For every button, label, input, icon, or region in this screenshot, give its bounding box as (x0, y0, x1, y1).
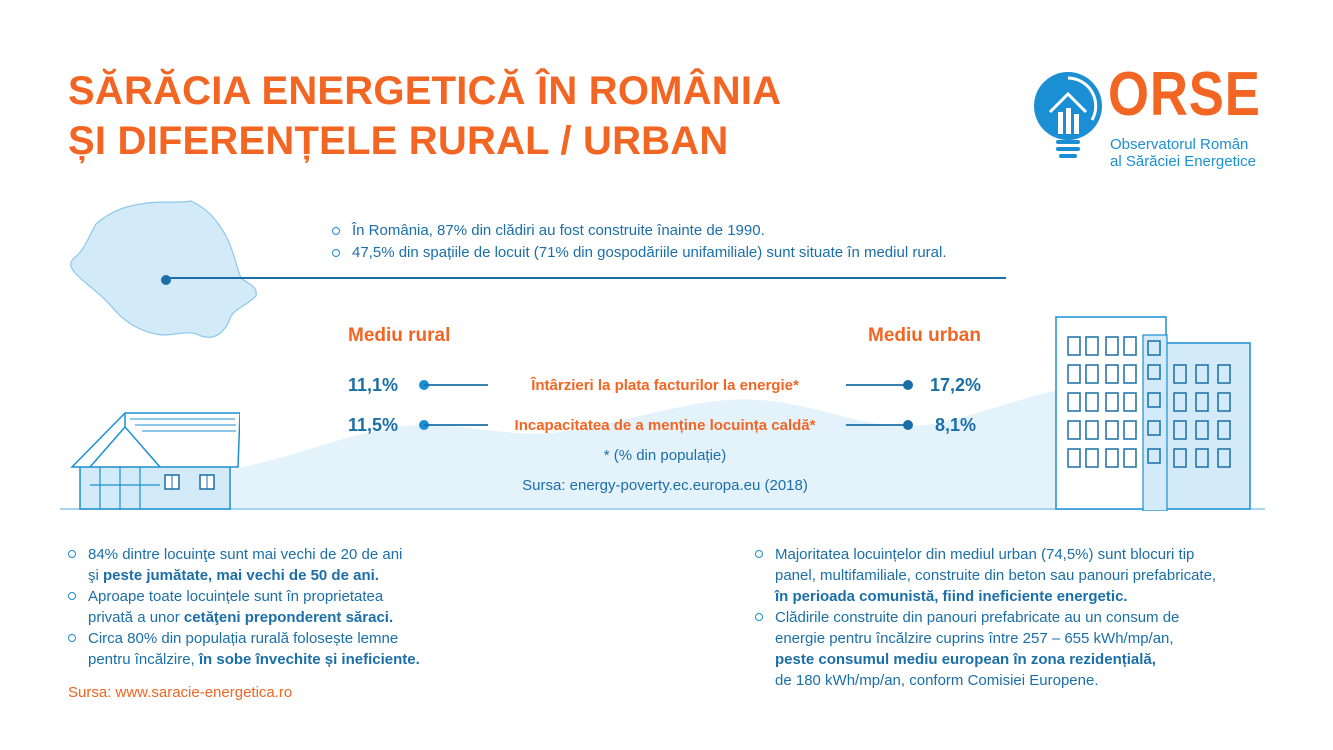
urban-fact-1-bold: în perioada comunistă, fiind ineficiente… (775, 588, 1128, 605)
rural-header: Mediu rural (348, 325, 451, 346)
indicator-row-2: Incapacitatea de a menține locuința cald… (514, 417, 816, 434)
urban-fact-2-line-4: de 180 kWh/mp/an, conform Comisiei Europ… (775, 672, 1099, 689)
urban-fact-2-line-2: energie pentru încălzire cuprins între 2… (775, 630, 1174, 647)
urban-connector-row-1 (846, 380, 913, 390)
rural-fact-2-line: Aproape toate locuințele sunt în proprie… (88, 588, 384, 605)
urban-connector-row-2 (846, 420, 913, 430)
intro-fact-2: 47,5% din spațiile de locuit (71% din go… (330, 242, 947, 264)
rural-fact-1-bold: peste jumătate, mai vechi de 50 de ani. (103, 567, 379, 584)
rural-connector-row-1 (419, 380, 488, 390)
logo-subtitle: Observatorul Român al Sărăciei Energetic… (1110, 136, 1256, 170)
rural-fact-3-line: Circa 80% din populația rurală folosește… (88, 630, 399, 647)
urban-fact-2: Clădirile construite din panouri prefabr… (755, 607, 1216, 691)
rural-fact-3-bold: în sobe învechite și ineficiente. (198, 651, 420, 668)
intro-fact-1: În România, 87% din clădiri au fost cons… (330, 220, 947, 242)
rural-fact-1: 84% dintre locuinţe sunt mai vechi de 20… (68, 544, 420, 586)
rural-fact-3: Circa 80% din populația rurală folosește… (68, 628, 420, 670)
rural-fact-3-cont: pentru încălzire, (88, 651, 199, 668)
urban-fact-2-line-1: Clădirile construite din panouri prefabr… (775, 609, 1180, 626)
comparison-source: Sursa: energy-poverty.ec.europa.eu (2018… (522, 477, 808, 494)
title-line-1: SĂRĂCIA ENERGETICĂ ÎN ROMÂNIA (68, 69, 782, 113)
rural-connector-row-2 (419, 420, 488, 430)
urban-facts: Majoritatea locuințelor din mediul urban… (755, 544, 1216, 691)
urban-fact-1: Majoritatea locuințelor din mediul urban… (755, 544, 1216, 607)
rural-fact-2-bold: cetăţeni preponderent săraci. (183, 609, 394, 626)
orse-logo: ORSE Observatorul Român al Sărăciei Ener… (1030, 60, 1270, 176)
rural-fact-1-line: 84% dintre locuinţe sunt mai vechi de 20… (88, 546, 403, 563)
urban-fact-2-bold: peste consumul mediu european în zona re… (775, 651, 1156, 668)
comparison-footnote: * (% din populație) (603, 447, 727, 464)
rural-fact-2-cont: privată a unor (88, 609, 184, 626)
indicator-row-1: Întârzieri la plata facturilor la energi… (531, 377, 799, 394)
logo-subtitle-line-2: al Sărăciei Energetice (1110, 153, 1256, 170)
rural-value-row-1: 11,1% (348, 375, 399, 395)
urban-block-illustration (1055, 316, 1251, 511)
intro-facts: În România, 87% din clădiri au fost cons… (330, 220, 947, 264)
page-title: SĂRĂCIA ENERGETICĂ ÎN ROMÂNIA ȘI DIFEREN… (68, 66, 781, 166)
map-connector-line (166, 277, 1006, 279)
rural-fact-2: Aproape toate locuințele sunt în proprie… (68, 586, 420, 628)
rural-facts: 84% dintre locuinţe sunt mai vechi de 20… (68, 544, 420, 670)
urban-fact-1-line-2: panel, multifamiliale, construite din be… (775, 567, 1217, 584)
romania-map (70, 200, 257, 338)
rural-house-illustration (70, 412, 240, 510)
title-line-2: ȘI DIFERENȚELE RURAL / URBAN (68, 119, 729, 163)
logo-wordmark: ORSE (1108, 60, 1261, 129)
urban-header: Mediu urban (868, 325, 981, 346)
rural-source-link[interactable]: Sursa: www.saracie-energetica.ro (68, 684, 293, 701)
logo-subtitle-line-1: Observatorul Român (1110, 136, 1249, 153)
lightbulb-house-icon (1034, 72, 1102, 158)
rural-fact-1-cont: şi (88, 567, 103, 584)
rural-value-row-2: 11,5% (348, 415, 399, 435)
urban-value-row-1: 17,2% (930, 375, 982, 395)
urban-value-row-2: 8,1% (935, 415, 977, 435)
urban-fact-1-line-1: Majoritatea locuințelor din mediul urban… (775, 546, 1195, 563)
